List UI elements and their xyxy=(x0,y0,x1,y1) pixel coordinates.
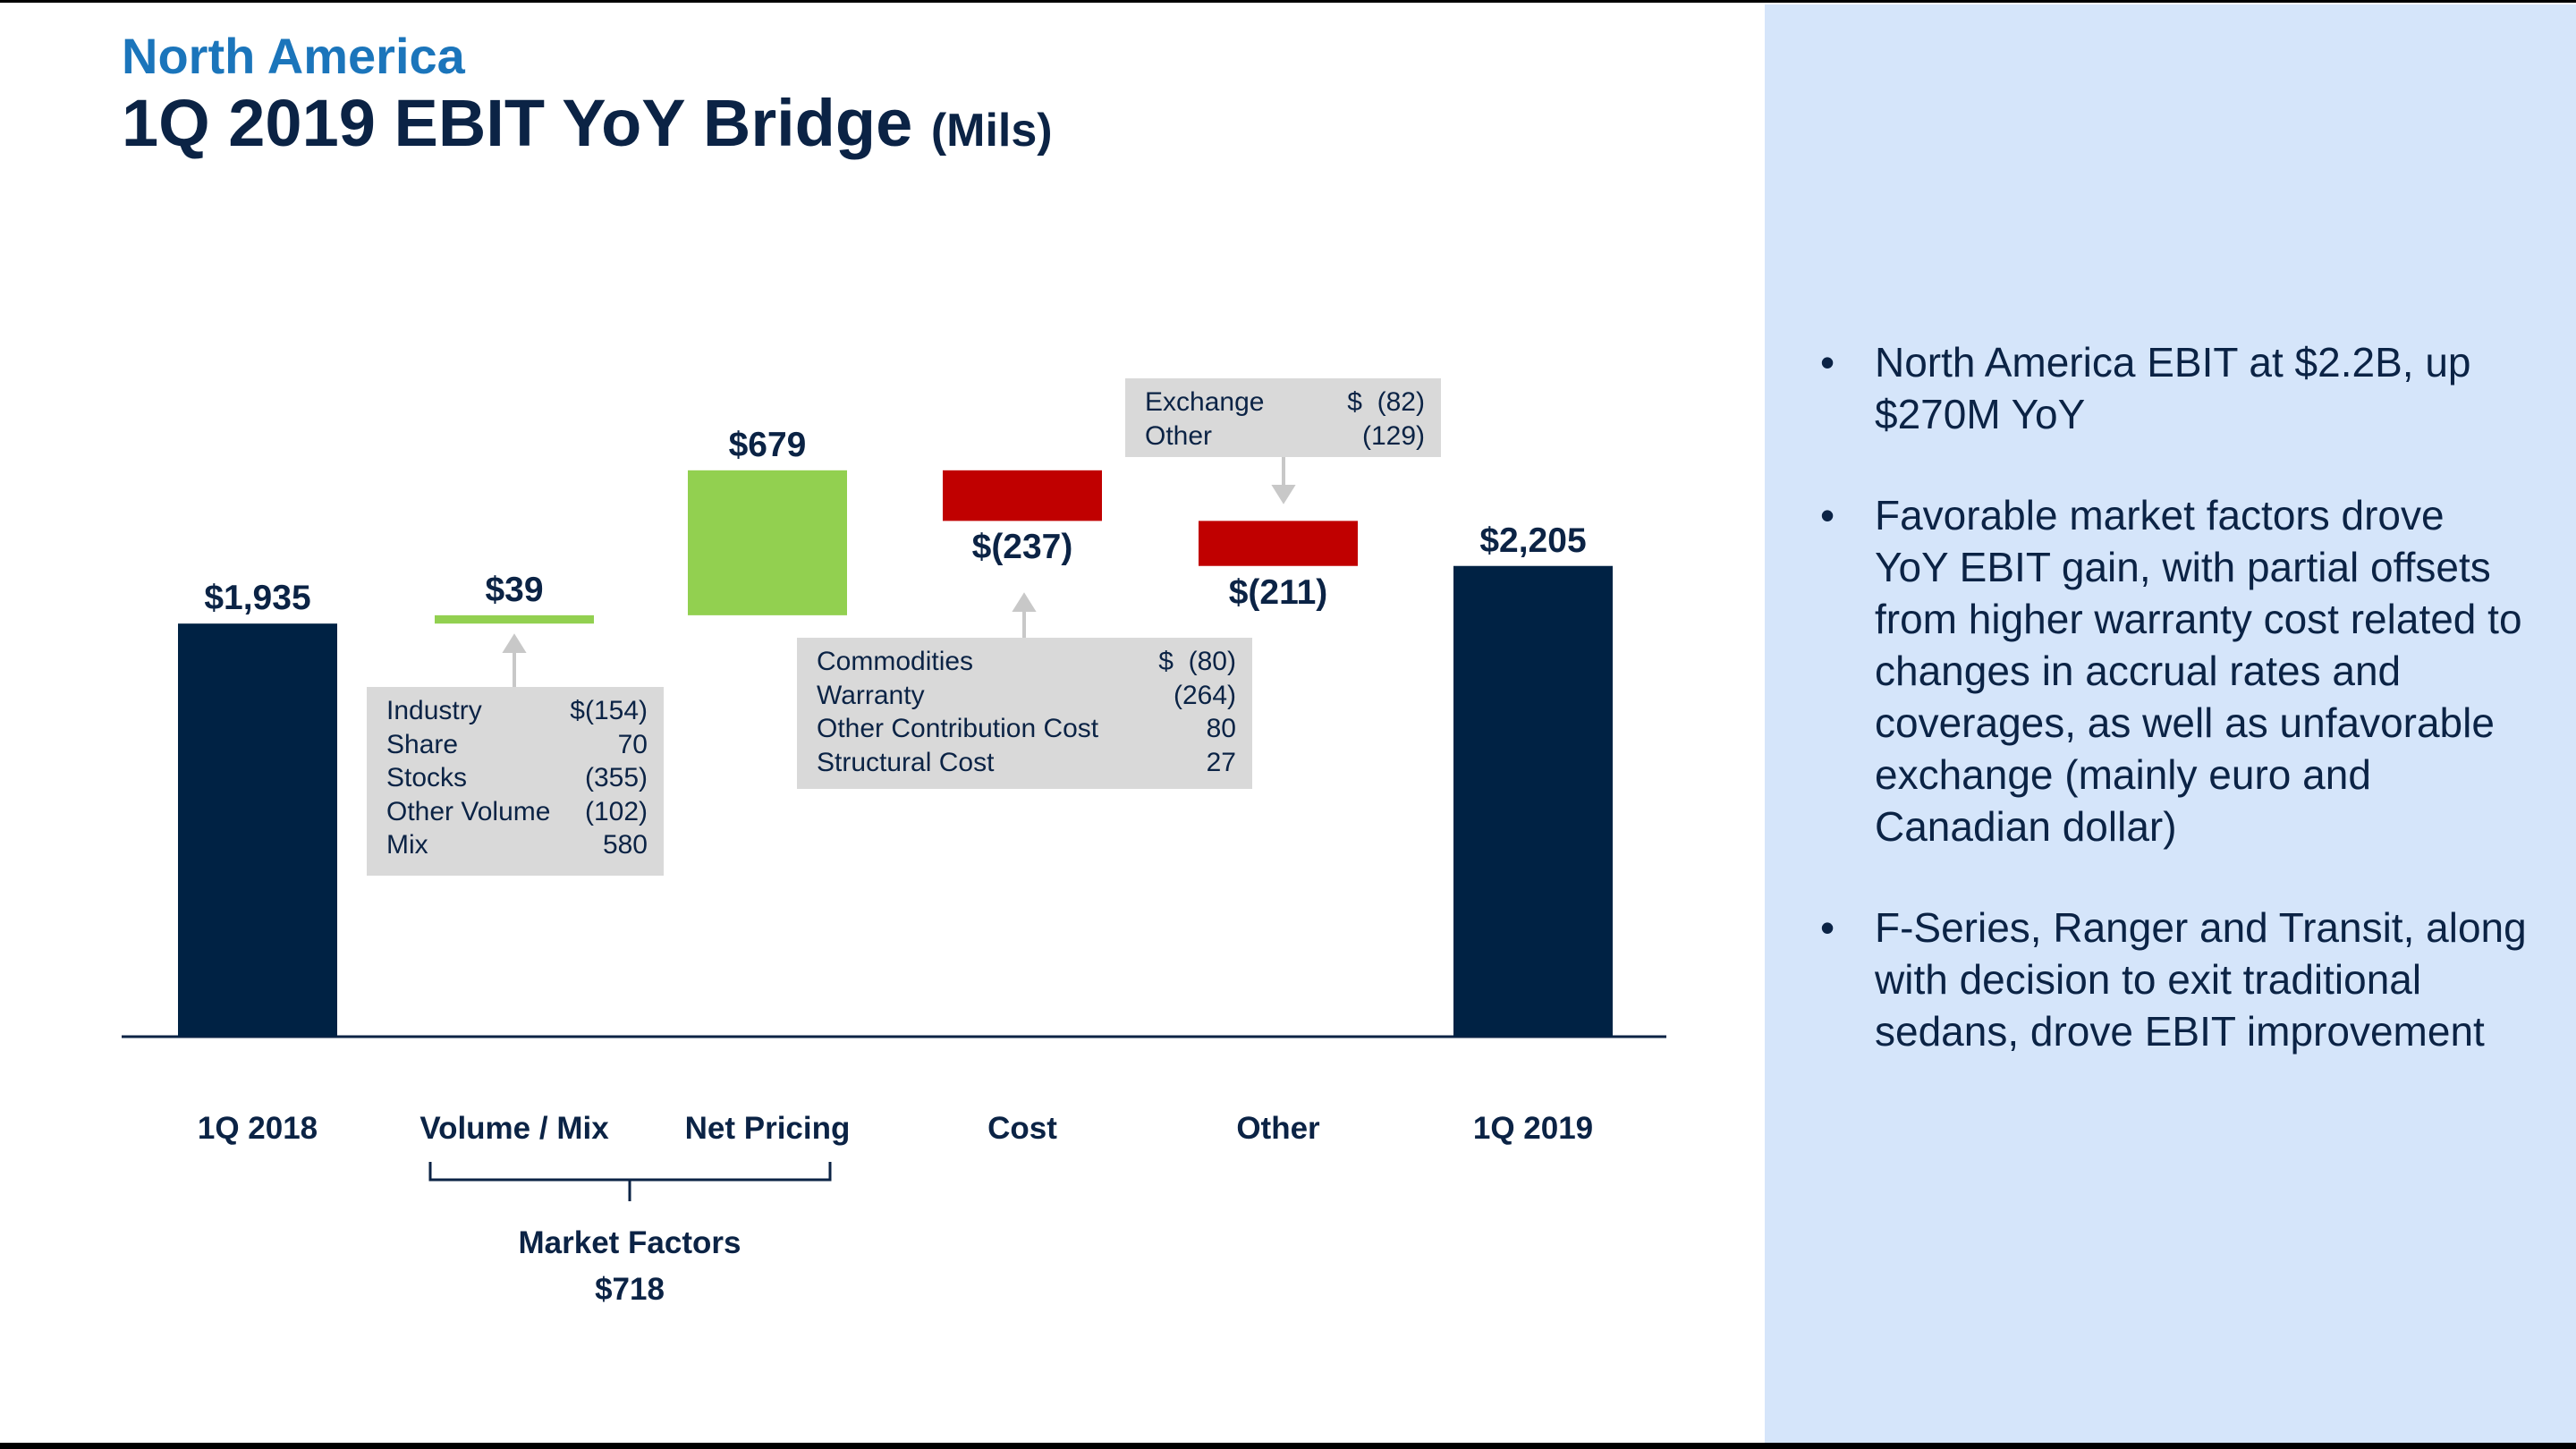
callout-value: $ (80) xyxy=(1158,647,1236,676)
side-panel xyxy=(1765,4,2576,1443)
bullet-marker: • xyxy=(1820,339,1835,386)
callout-label: Other Volume xyxy=(386,796,551,826)
bullet-text: Favorable market factors drove YoY EBIT … xyxy=(1875,492,2522,850)
callout-row: Other Volume (102) xyxy=(386,795,648,829)
callout-row: Mix 580 xyxy=(386,828,648,862)
callout-row: Exchange $ (82) xyxy=(1145,386,1425,419)
callout-label: Mix xyxy=(386,830,428,860)
callout-label: Other Contribution Cost xyxy=(817,714,1099,743)
arrow-head xyxy=(1271,485,1296,504)
callout-row: Stocks (355) xyxy=(386,761,648,795)
x-tick-label: Net Pricing xyxy=(684,1111,851,1146)
title-unit: (Mils) xyxy=(930,105,1053,157)
bullet-item: • North America EBIT at $2.2B, up $270M Y… xyxy=(1820,336,2527,440)
callout-box: Industry $(154) Share 70 Stocks (355) Other Vo… xyxy=(367,687,664,876)
callout-value: (355) xyxy=(584,763,648,792)
callout-value: 80 xyxy=(1206,714,1236,743)
callout-label: Share xyxy=(386,729,459,759)
value-label: $(211) xyxy=(1228,572,1328,612)
callout-box: Exchange $ (82) Other (129) xyxy=(1125,378,1441,457)
value-label: $(237) xyxy=(971,528,1073,567)
callout-row: Commodities $ (80) xyxy=(817,645,1236,679)
bullet-marker: • xyxy=(1820,492,1835,538)
callout-label: Exchange xyxy=(1145,387,1265,417)
arrow-head xyxy=(502,633,527,653)
callout-value: 27 xyxy=(1206,747,1236,777)
bullet-marker: • xyxy=(1820,904,1835,951)
callout-value: (102) xyxy=(584,796,648,826)
top-border xyxy=(0,0,2576,3)
value-label: $1,935 xyxy=(204,579,311,618)
title-wrap: 1Q 2019 EBIT YoY Bridge (Mils) xyxy=(122,85,1053,161)
callout-row: Other (129) xyxy=(1145,419,1425,453)
value-label: $39 xyxy=(485,570,544,609)
x-tick-label: Volume / Mix xyxy=(419,1111,609,1146)
callout-value: (129) xyxy=(1361,420,1425,451)
callout-value: 70 xyxy=(617,729,648,759)
callout-arrows xyxy=(502,457,1296,687)
x-tick-label: 1Q 2018 xyxy=(197,1111,318,1146)
callout-value: (264) xyxy=(1173,680,1236,710)
chart-title: 1Q 2019 EBIT YoY Bridge xyxy=(122,86,913,160)
bar xyxy=(1199,521,1358,566)
value-label: $2,205 xyxy=(1479,521,1587,560)
bar xyxy=(943,470,1102,521)
callout-row: Other Contribution Cost 80 xyxy=(817,712,1236,746)
bottom-border xyxy=(0,1443,2576,1449)
callout-value: $(154) xyxy=(570,696,648,725)
group-label: Market Factors xyxy=(518,1225,741,1260)
bar xyxy=(688,470,847,615)
callout-box: Commodities $ (80) Warranty (264) Other Cont… xyxy=(797,638,1252,789)
bullet-text: North America EBIT at $2.2B, up $270M Yo… xyxy=(1875,339,2471,437)
supertitle: North America xyxy=(122,28,465,84)
callout-label: Stocks xyxy=(386,763,468,792)
value-label: $679 xyxy=(728,425,807,464)
callout-label: Structural Cost xyxy=(817,747,995,777)
callout-value: $ (82) xyxy=(1347,387,1425,417)
bullet-text: F-Series, Ranger and Transit, along with… xyxy=(1875,904,2527,1055)
group-value: $718 xyxy=(595,1272,665,1307)
callout-label: Warranty xyxy=(817,680,925,710)
callout-value: 580 xyxy=(602,830,648,860)
callout-row: Share 70 xyxy=(386,728,648,762)
group-bracket xyxy=(428,1162,832,1201)
x-tick-label: Cost xyxy=(987,1111,1057,1146)
bullet-item: • F-Series, Ranger and Transit, along wit… xyxy=(1820,902,2527,1057)
callout-label: Other xyxy=(1145,420,1213,451)
callout-row: Industry $(154) xyxy=(386,694,648,728)
arrow-head xyxy=(1012,592,1037,612)
callout-label: Commodities xyxy=(817,647,974,676)
bullet-list: • North America EBIT at $2.2B, up $270M Y… xyxy=(1820,336,2527,1106)
x-tick-label: Other xyxy=(1236,1111,1320,1146)
callout-label: Industry xyxy=(386,696,482,725)
callout-row: Structural Cost 27 xyxy=(817,746,1236,780)
callout-row: Warranty (264) xyxy=(817,679,1236,713)
bar xyxy=(178,623,337,1037)
bullet-item: • Favorable market factors drove YoY EBIT… xyxy=(1820,489,2527,852)
x-tick-label: 1Q 2019 xyxy=(1472,1111,1594,1146)
chart xyxy=(122,457,1666,1201)
bar xyxy=(1453,565,1613,1037)
bar xyxy=(435,614,594,624)
